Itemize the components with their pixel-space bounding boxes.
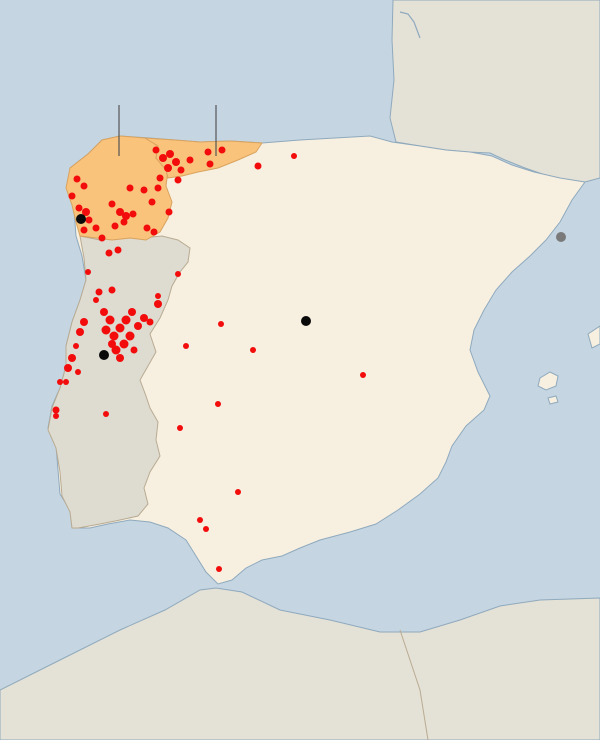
fire-marker [159,154,167,162]
fire-marker [75,369,81,375]
fire-marker [53,413,59,419]
fire-marker [109,331,119,341]
fire-marker [64,364,72,372]
fire-marker [164,164,172,172]
region-galicia [65,135,173,241]
africa-border [399,629,429,740]
fire-marker [155,293,161,299]
fire-marker [174,176,182,184]
fire-marker [183,343,189,349]
fire-marker [360,372,366,378]
fire-marker [154,300,162,308]
fire-marker [103,411,109,417]
fire-marker [114,246,122,254]
fire-marker [92,224,100,232]
fire-marker [152,146,160,154]
fire-marker [116,354,124,362]
fire-marker [82,208,90,216]
fire-marker [85,269,91,275]
fire-marker [148,198,156,206]
fire-marker [68,192,76,200]
fire-marker [206,160,214,168]
fire-marker [125,331,135,341]
fire-marker [120,218,128,226]
fire-marker [57,379,63,385]
fire-marker [143,224,151,232]
fire-marker [150,228,158,236]
city-marker-coimbra [99,350,109,360]
fire-marker [80,318,88,326]
fire-marker [52,406,60,414]
fire-marker [80,182,88,190]
fire-marker [115,323,125,333]
city-marker-barcelona [556,232,566,242]
fire-marker [140,186,148,194]
fire-marker [95,288,103,296]
fire-marker [121,315,131,325]
africa-landmass [0,587,600,740]
fire-marker [93,297,99,303]
fire-marker [165,208,173,216]
fire-marker [116,208,124,216]
city-marker-madrid [301,316,311,326]
fire-marker [85,216,93,224]
fire-marker [156,174,164,182]
island-mallorca [537,371,559,391]
fire-marker [73,175,81,183]
fire-marker [108,200,116,208]
fire-marker [218,146,226,154]
fire-marker [291,153,297,159]
fire-marker [80,226,88,234]
france-estuary [399,11,421,39]
fire-marker [119,339,129,349]
fire-marker [63,379,69,385]
fire-marker [105,249,113,257]
island-ibiza [547,395,559,405]
fire-marker [216,566,222,572]
fire-marker [166,150,174,158]
fire-marker [108,286,116,294]
fire-marker [154,184,162,192]
fire-marker [100,308,108,316]
fire-marker [215,401,221,407]
fire-marker [254,162,262,170]
fire-marker [126,184,134,192]
fire-markers [52,146,366,572]
fire-marker [108,340,116,348]
fire-marker [177,425,183,431]
fire-marker [98,234,106,242]
city-marker-vigo [76,214,86,224]
island-menorca [587,325,600,349]
fire-marker [250,347,256,353]
fire-marker [146,318,154,326]
fire-marker [73,343,79,349]
fire-marker [204,148,212,156]
fire-marker [111,345,121,355]
fire-marker [111,222,119,230]
fire-marker [105,315,115,325]
fire-marker [172,158,180,166]
fire-marker [75,204,83,212]
fire-marker [76,328,84,336]
fire-marker [140,314,148,322]
fire-marker [197,517,203,523]
fire-marker [175,271,181,277]
fire-marker [235,489,241,495]
fire-marker [186,156,194,164]
fire-marker [122,212,130,220]
fire-marker [130,346,138,354]
fire-marker [203,526,209,532]
fire-marker [218,321,224,327]
fire-marker [129,210,137,218]
fire-marker [128,308,136,316]
portugal-landmass [47,235,191,529]
fire-marker [177,166,185,174]
fire-marker [134,322,142,330]
fire-marker [68,354,76,362]
fire-marker [101,325,111,335]
region-asturias [144,137,263,179]
france-landmass [389,0,600,183]
